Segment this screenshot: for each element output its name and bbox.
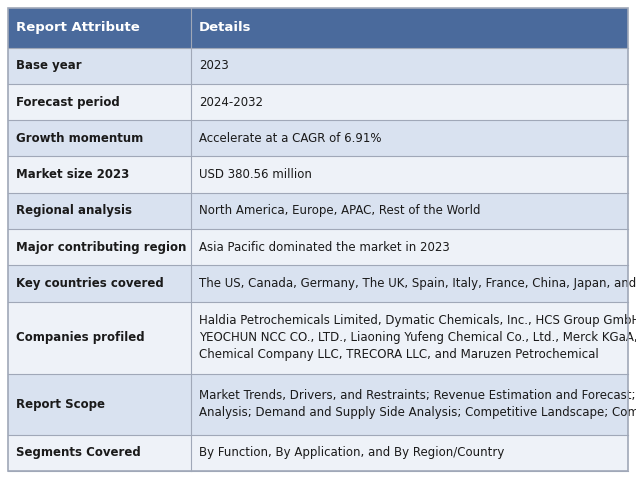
Bar xyxy=(8,229,191,265)
Bar xyxy=(8,435,191,471)
Text: Companies profiled: Companies profiled xyxy=(16,331,144,344)
Text: North America, Europe, APAC, Rest of the World: North America, Europe, APAC, Rest of the… xyxy=(199,205,480,217)
Bar xyxy=(8,84,191,120)
Text: Report Attribute: Report Attribute xyxy=(16,21,140,34)
Bar xyxy=(191,157,628,193)
Text: Forecast period: Forecast period xyxy=(16,95,120,109)
Text: Details: Details xyxy=(199,21,251,34)
Text: Market size 2023: Market size 2023 xyxy=(16,168,129,181)
Text: Market Trends, Drivers, and Restraints; Revenue Estimation and Forecast; Segment: Market Trends, Drivers, and Restraints; … xyxy=(199,389,636,420)
Text: Asia Pacific dominated the market in 2023: Asia Pacific dominated the market in 202… xyxy=(199,241,450,254)
Text: Growth momentum: Growth momentum xyxy=(16,132,143,145)
Bar xyxy=(191,8,628,47)
Bar xyxy=(8,47,191,84)
Text: USD 380.56 million: USD 380.56 million xyxy=(199,168,312,181)
Bar xyxy=(191,84,628,120)
Bar xyxy=(191,265,628,302)
Bar xyxy=(191,302,628,374)
Bar xyxy=(191,193,628,229)
Text: Segments Covered: Segments Covered xyxy=(16,446,141,459)
Bar xyxy=(191,47,628,84)
Bar xyxy=(8,374,191,435)
Text: Key countries covered: Key countries covered xyxy=(16,277,163,290)
Text: Report Scope: Report Scope xyxy=(16,398,105,411)
Text: By Function, By Application, and By Region/Country: By Function, By Application, and By Regi… xyxy=(199,446,504,459)
Bar xyxy=(191,229,628,265)
Text: 2023: 2023 xyxy=(199,59,229,72)
Bar xyxy=(8,302,191,374)
Bar xyxy=(191,435,628,471)
Text: Haldia Petrochemicals Limited, Dymatic Chemicals, Inc., HCS Group GmbH (ICIG), I: Haldia Petrochemicals Limited, Dymatic C… xyxy=(199,314,636,362)
Text: Major contributing region: Major contributing region xyxy=(16,241,186,254)
Bar xyxy=(8,157,191,193)
Text: Accelerate at a CAGR of 6.91%: Accelerate at a CAGR of 6.91% xyxy=(199,132,382,145)
Text: Base year: Base year xyxy=(16,59,81,72)
Bar xyxy=(8,265,191,302)
Text: Regional analysis: Regional analysis xyxy=(16,205,132,217)
Text: The US, Canada, Germany, The UK, Spain, Italy, France, China, Japan, and India: The US, Canada, Germany, The UK, Spain, … xyxy=(199,277,636,290)
Bar xyxy=(191,120,628,157)
Bar xyxy=(8,120,191,157)
Text: 2024-2032: 2024-2032 xyxy=(199,95,263,109)
Bar xyxy=(8,193,191,229)
Bar xyxy=(191,374,628,435)
Bar xyxy=(8,8,191,47)
